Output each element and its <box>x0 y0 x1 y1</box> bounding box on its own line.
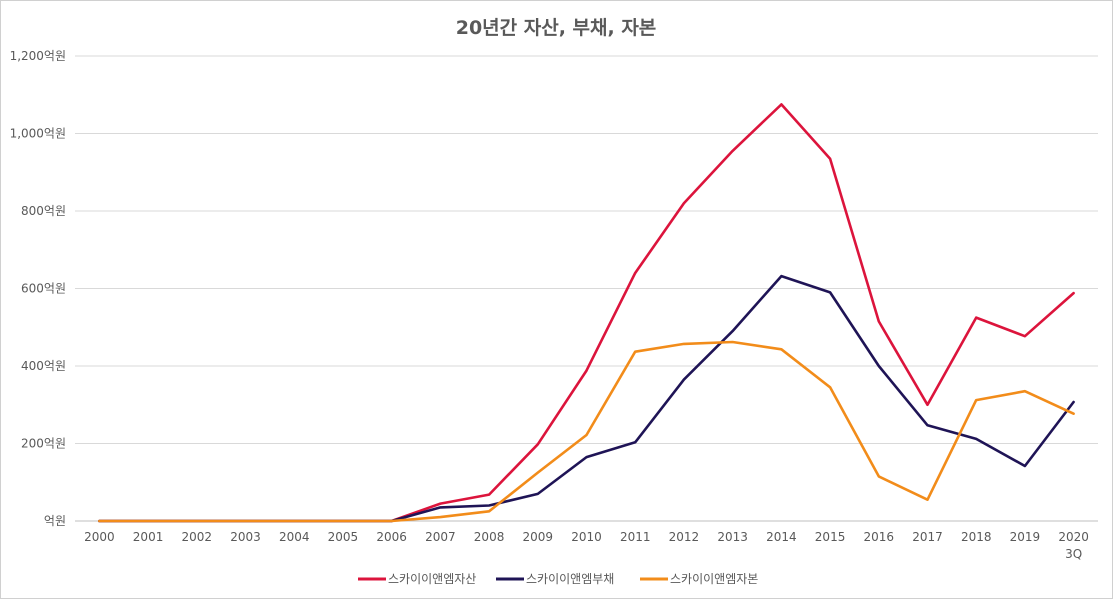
y-tick-label: 200억원 <box>21 437 66 451</box>
y-tick-label: 억원 <box>44 514 66 528</box>
series-lines <box>98 103 1075 523</box>
x-tick-label: 2002 <box>182 530 213 544</box>
chart-title: 20년간 자산, 부채, 자본 <box>456 17 657 39</box>
y-tick-label: 1,200억원 <box>10 49 66 63</box>
x-tick-label: 2001 <box>133 530 164 544</box>
legend: 스카이이앤엠자산 스카이이앤엠부채 스카이이앤엠자본 <box>358 572 758 586</box>
x-tick-label: 2014 <box>766 530 797 544</box>
x-tick-label: 2005 <box>328 530 359 544</box>
x-tick-label: 2000 <box>84 530 115 544</box>
x-tick-label: 2020 <box>1058 530 1089 544</box>
legend-label: 스카이이앤엠자본 <box>670 572 758 586</box>
x-tick-label: 2016 <box>864 530 895 544</box>
x-tick-label: 2017 <box>912 530 943 544</box>
x-tick-label: 2010 <box>571 530 602 544</box>
gridlines <box>75 55 1098 522</box>
y-axis-ticks: 억원 200억원 400억원 600억원 800억원 1,000억원 1,200억원 <box>10 49 66 528</box>
x-tick-label: 2015 <box>815 530 846 544</box>
x-tick-label: 2013 <box>717 530 748 544</box>
x-tick-label: 2007 <box>425 530 456 544</box>
x-tick-label: 2004 <box>279 530 310 544</box>
legend-label: 스카이이앤엠자산 <box>388 572 476 586</box>
x-axis-ticks: 2000 2001 2002 2003 2004 2005 2006 2007 2008 2009… <box>84 530 1089 561</box>
x-tick-label: 2019 <box>1010 530 1041 544</box>
series-line-3 <box>98 340 1075 523</box>
y-tick-label: 800억원 <box>21 204 66 218</box>
series-line-2 <box>98 274 1075 523</box>
x-tick-label: 2018 <box>961 530 992 544</box>
y-tick-label: 400억원 <box>21 359 66 373</box>
x-tick-sublabel: 3Q <box>1065 547 1082 561</box>
x-tick-label: 2009 <box>523 530 554 544</box>
legend-label: 스카이이앤엠부채 <box>526 572 614 586</box>
y-tick-label: 1,000억원 <box>10 127 66 141</box>
x-tick-label: 2006 <box>376 530 407 544</box>
x-tick-label: 2008 <box>474 530 505 544</box>
x-tick-label: 2003 <box>230 530 261 544</box>
x-tick-label: 2011 <box>620 530 651 544</box>
x-tick-label: 2012 <box>669 530 700 544</box>
y-tick-label: 600억원 <box>21 282 66 296</box>
